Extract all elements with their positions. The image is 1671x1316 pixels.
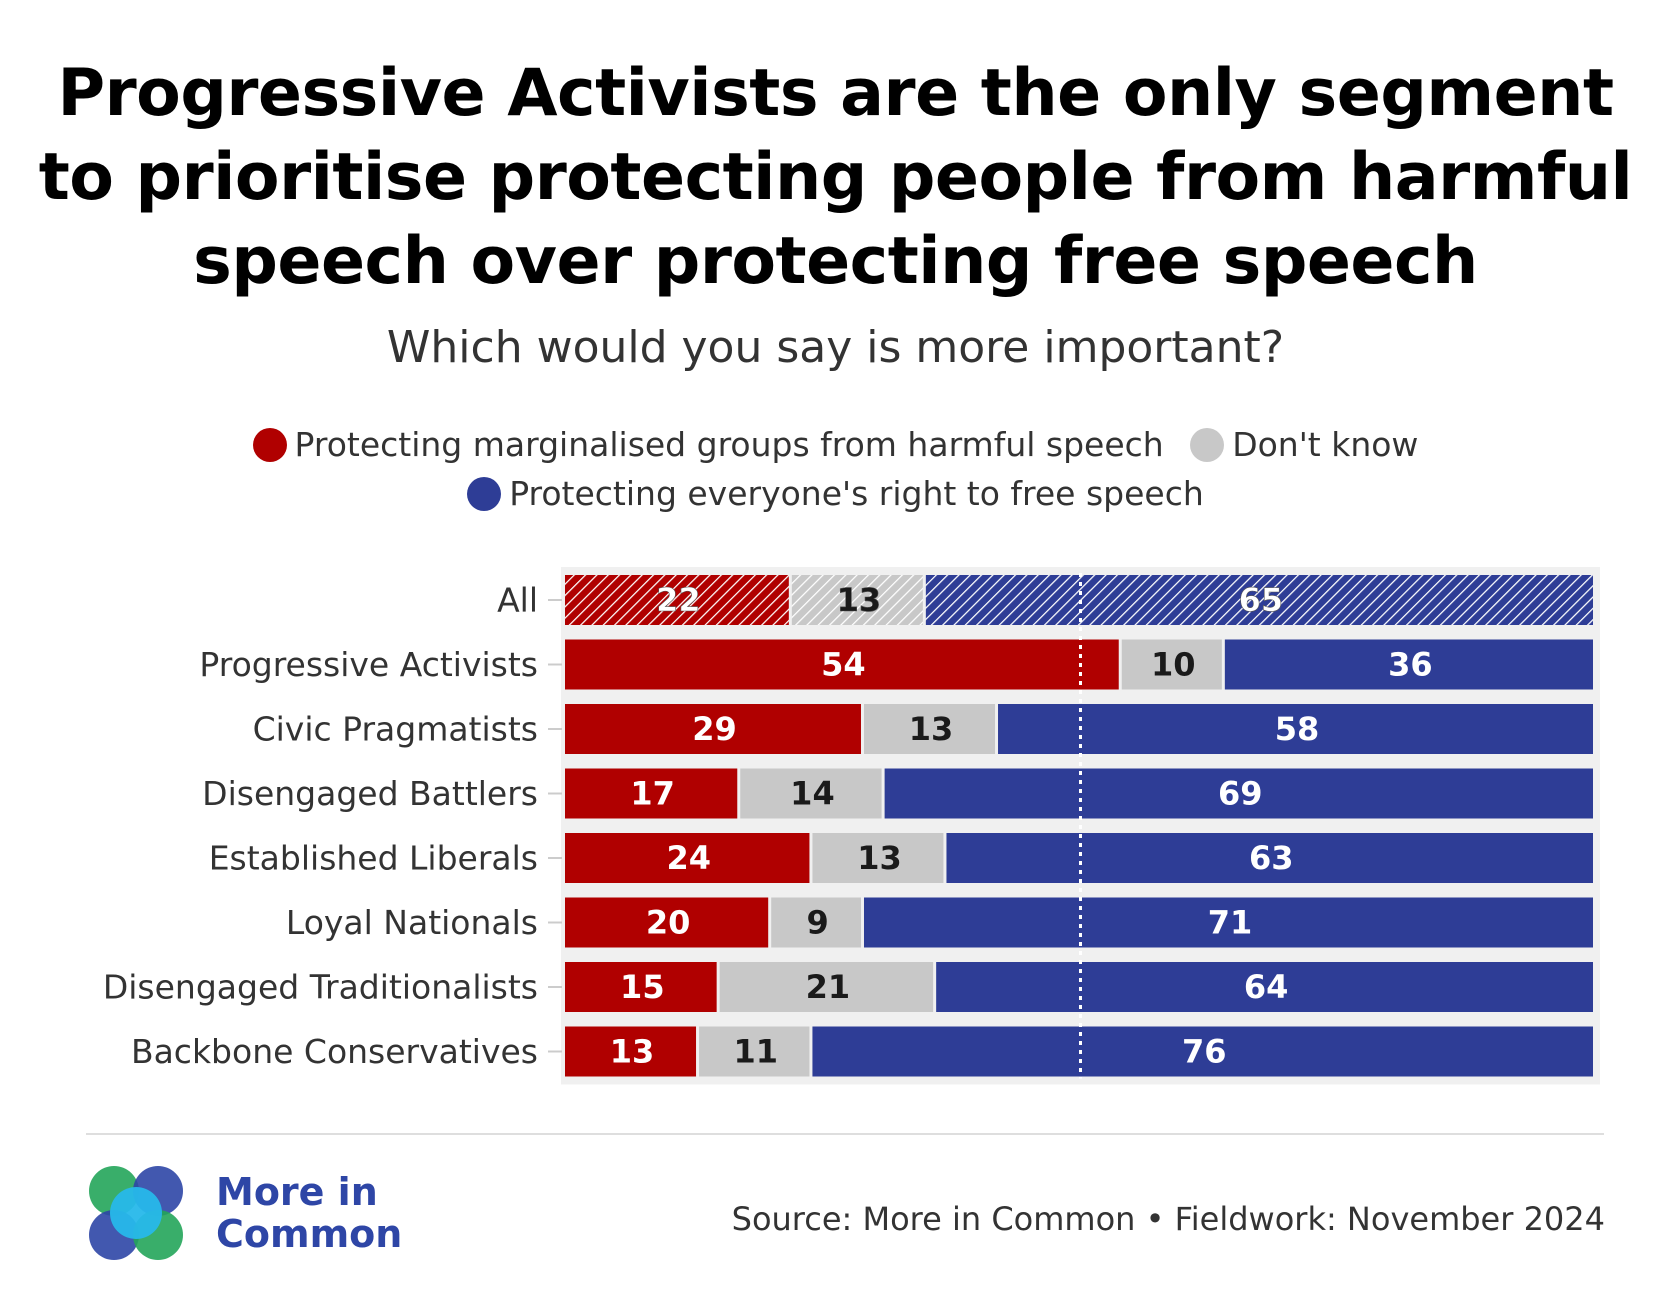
- category-label-established-liberals: Established Liberals: [209, 839, 538, 878]
- data-label-harmful-backbone-conservatives: 13: [610, 1033, 655, 1071]
- legend-swatch-dont-know: [1190, 427, 1225, 462]
- data-label-free-speech-established-liberals: 63: [1249, 839, 1294, 877]
- legend-label-free-speech: Protecting everyone's right to free spee…: [509, 474, 1204, 513]
- footer-divider: [86, 1133, 1604, 1135]
- bar-segment-dont-know-disengaged-traditionalists: [719, 962, 934, 1012]
- brand-logo: More in Common: [86, 1163, 402, 1263]
- data-label-harmful-progressive-activists: 54: [821, 646, 866, 684]
- category-label-disengaged-traditionalists: Disengaged Traditionalists: [103, 968, 538, 1007]
- legend-label-dont-know: Don't know: [1232, 425, 1419, 464]
- stacked-bar-chart: All 22 13 65 Progressive Activists 54 10 36 Civi…: [103, 567, 1600, 1085]
- bar-segment-harmful-disengaged-traditionalists: [565, 962, 717, 1012]
- bar-segment-free-speech-progressive-activists: [1224, 639, 1593, 690]
- title-line-3: speech over protecting free speech: [193, 224, 1478, 299]
- category-label-loyal-nationals: Loyal Nationals: [286, 903, 538, 942]
- bar-segment-free-speech-all: [925, 575, 1593, 625]
- category-label-progressive-activists: Progressive Activists: [199, 645, 538, 684]
- data-label-harmful-disengaged-traditionalists: 15: [620, 968, 665, 1006]
- data-label-harmful-loyal-nationals: 20: [646, 904, 691, 942]
- data-label-dont-know-disengaged-battlers: 14: [790, 775, 835, 813]
- category-label-backbone-conservatives: Backbone Conservatives: [131, 1032, 538, 1071]
- data-label-free-speech-civic-pragmatists: 58: [1275, 710, 1320, 748]
- data-label-harmful-disengaged-battlers: 17: [630, 775, 675, 813]
- bar-segment-harmful-loyal-nationals: [565, 897, 769, 948]
- bar-segment-free-speech-civic-pragmatists: [998, 704, 1593, 754]
- data-label-dont-know-backbone-conservatives: 11: [733, 1033, 778, 1071]
- data-label-free-speech-loyal-nationals: 71: [1208, 904, 1253, 942]
- data-label-dont-know-established-liberals: 13: [857, 839, 902, 877]
- bar-segment-harmful-civic-pragmatists: [565, 704, 861, 754]
- chart-title: Progressive Activists are the only segme…: [0, 52, 1671, 304]
- legend-swatch-harmful: [252, 427, 287, 462]
- bar-segment-harmful-established-liberals: [565, 833, 810, 883]
- bar-segment-dont-know-civic-pragmatists: [863, 704, 996, 754]
- bar-segment-dont-know-established-liberals: [812, 833, 944, 883]
- bar-segment-dont-know-loyal-nationals: [771, 897, 861, 948]
- more-in-common-logo-icon: [89, 1166, 183, 1260]
- category-label-disengaged-battlers: Disengaged Battlers: [202, 774, 538, 813]
- data-label-dont-know-loyal-nationals: 9: [806, 904, 828, 942]
- data-label-dont-know-disengaged-traditionalists: 21: [806, 968, 851, 1006]
- bar-segment-free-speech-backbone-conservatives: [812, 1026, 1593, 1077]
- legend-row-1: Protecting marginalised groups from harm…: [0, 425, 1671, 470]
- chart-subtitle: Which would you say is more important?: [386, 322, 1285, 373]
- data-label-harmful-all: 22: [656, 581, 701, 619]
- logo-line-1: More in: [216, 1170, 378, 1214]
- bar-segment-harmful-progressive-activists: [565, 639, 1119, 690]
- bar-segment-free-speech-loyal-nationals: [863, 897, 1593, 948]
- bar-segment-dont-know-progressive-activists: [1121, 639, 1222, 690]
- bar-segment-dont-know-all: [791, 575, 923, 625]
- data-label-free-speech-progressive-activists: 36: [1388, 646, 1433, 684]
- bar-segment-free-speech-disengaged-traditionalists: [936, 962, 1593, 1012]
- data-label-free-speech-backbone-conservatives: 76: [1182, 1033, 1227, 1071]
- bar-segment-harmful-all: [565, 575, 789, 625]
- source-note: Source: More in Common • Fieldwork: Nove…: [731, 1200, 1605, 1238]
- logo-line-2: Common: [216, 1212, 403, 1256]
- title-line-1: Progressive Activists are the only segme…: [57, 56, 1614, 131]
- data-label-free-speech-all: 65: [1239, 581, 1284, 619]
- data-label-dont-know-all: 13: [837, 581, 882, 619]
- legend-label-harmful: Protecting marginalised groups from harm…: [294, 425, 1164, 464]
- logo-wordmark: More in Common: [216, 1171, 402, 1255]
- data-label-free-speech-disengaged-battlers: 69: [1218, 775, 1263, 813]
- data-label-free-speech-disengaged-traditionalists: 64: [1244, 968, 1289, 1006]
- bar-segment-dont-know-disengaged-battlers: [740, 768, 882, 819]
- bar-segment-dont-know-backbone-conservatives: [699, 1026, 810, 1077]
- bar-segment-free-speech-disengaged-battlers: [884, 768, 1593, 819]
- data-label-harmful-established-liberals: 24: [666, 839, 711, 877]
- legend-row-2: Protecting everyone's right to free spee…: [0, 474, 1671, 519]
- bar-segment-harmful-disengaged-battlers: [565, 768, 738, 819]
- legend-item-free-speech: Protecting everyone's right to free spee…: [467, 474, 1204, 513]
- data-label-harmful-civic-pragmatists: 29: [692, 710, 737, 748]
- title-line-2: to prioritise protecting people from har…: [38, 140, 1633, 215]
- legend-item-harmful: Protecting marginalised groups from harm…: [252, 425, 1164, 464]
- category-label-civic-pragmatists: Civic Pragmatists: [253, 710, 538, 749]
- data-label-dont-know-civic-pragmatists: 13: [909, 710, 954, 748]
- legend-swatch-free-speech: [467, 476, 502, 511]
- legend-item-dont-know: Don't know: [1190, 425, 1418, 464]
- bar-segment-harmful-backbone-conservatives: [565, 1026, 697, 1077]
- data-label-dont-know-progressive-activists: 10: [1151, 646, 1196, 684]
- category-label-all: All: [497, 581, 538, 620]
- bar-segment-free-speech-established-liberals: [946, 833, 1593, 883]
